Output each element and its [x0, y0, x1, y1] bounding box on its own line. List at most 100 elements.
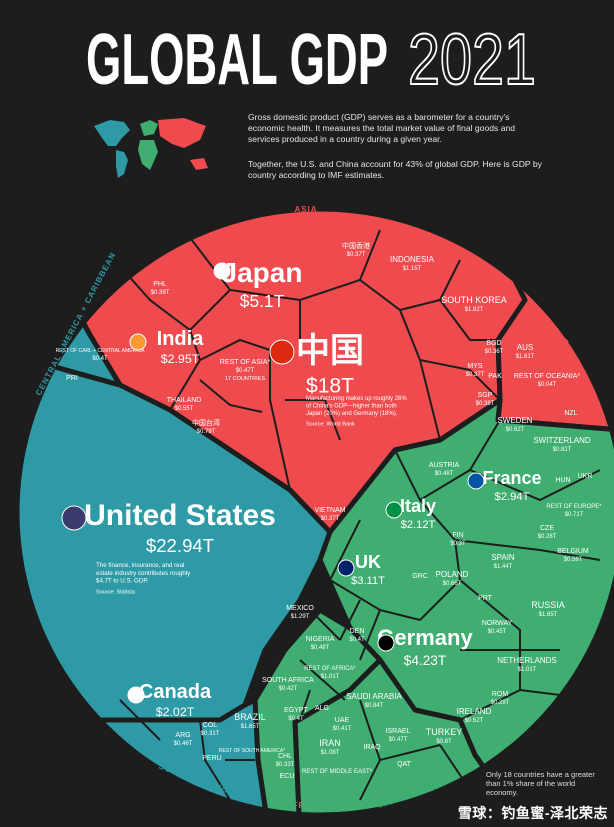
country-label-uk: UK [355, 552, 381, 572]
annotation-us: estate industry contributes roughly [96, 570, 191, 577]
country-label-sgp: SGP [478, 392, 493, 399]
country-label-rest-of-asia: REST OF ASIA* [220, 359, 271, 366]
country-label-israel: ISRAEL [386, 728, 411, 735]
country-value-label: $0.79T [197, 429, 216, 435]
country-label-italy: Italy [400, 496, 436, 516]
country-label-peru: PERU [202, 755, 221, 762]
country-label-thailand: THAILAND [167, 397, 202, 404]
country-label-alg: ALG [315, 705, 329, 712]
page-title: GLOBAL GDP 2021 [86, 19, 537, 98]
country-value-label: $0.37T [347, 252, 366, 258]
country-value-rest-of-africa: $1.01T [321, 674, 340, 680]
country-label-pri: PRI [66, 375, 78, 382]
country-label-brazil: BRAZIL [234, 712, 266, 722]
region-label-africa: AFRICA [286, 801, 322, 810]
country-value-cze: $0.28T [538, 534, 557, 540]
country-label-rest-of-carl-central-america: REST OF CARL + CENTRAL AMERICA [56, 348, 146, 354]
country-label-nzl: NZL [564, 410, 577, 417]
cell-border [299, 689, 311, 721]
country-label-bgd: BGD [486, 340, 501, 347]
region-label-asia: ASIA [294, 205, 317, 214]
cell-border [299, 659, 346, 701]
country-label-rest-of-oceania: REST OF OCEANIA* [514, 373, 581, 380]
country-label-prt: PRT [478, 595, 493, 602]
country-value-canada: $2.02T [156, 705, 195, 719]
country-label-uae: UAE [335, 717, 350, 724]
country-value-brazil: $1.65T [241, 724, 260, 730]
title-year: 2021 [408, 20, 536, 98]
country-label-netherlands: NETHERLANDS [497, 656, 557, 665]
cell-border [454, 539, 601, 561]
country-value-sweden: $0.62T [506, 427, 525, 433]
country-label-canada: Canada [139, 681, 212, 703]
annotation-us: $4.7T to U.S. GDP. [96, 578, 149, 585]
country-label-chl: CHL [278, 753, 292, 760]
country-label-fin: FIN [452, 532, 463, 539]
country-label-rest-of-europe: REST OF EUROPE* [546, 504, 602, 510]
country-label-russia: RUSSIA [531, 600, 565, 610]
country-label-sweden: SWEDEN [497, 416, 532, 425]
cell-border [119, 699, 161, 741]
country-value-indonesia: $1.15T [403, 266, 422, 272]
country-value-switzerland: $0.81T [553, 447, 572, 453]
country-value-sgp: $0.38T [476, 401, 495, 407]
country-label-ukr: UKR [578, 473, 593, 480]
cell-border [359, 609, 381, 661]
country-label-rest-of-south-america: REST OF SOUTH AMERICA* [219, 748, 285, 754]
country-value-vietnam: $0.37T [321, 516, 340, 522]
country-value-netherlands: $1.01T [518, 667, 537, 673]
country-value-aus: $1.61T [516, 354, 535, 360]
country-value-col: $0.31T [201, 731, 220, 737]
country-label-iran: IRAN [319, 738, 341, 748]
country-value-den: $0.4T [349, 637, 365, 643]
country-label-den: DEN [350, 628, 365, 635]
country-value-rest-of-oceania: $0.04T [538, 382, 557, 388]
country-label-france: France [482, 468, 541, 488]
annotation-china: Japan (20%) and Germany (18%). [306, 411, 398, 417]
country-label-switzerland: SWITZERLAND [533, 436, 591, 445]
country-value-mys: $0.37T [466, 372, 485, 378]
country-label-vietnam: VIETNAM [314, 507, 345, 514]
country-value-france: $2.94T [495, 491, 530, 503]
country-value-poland: $0.66T [443, 581, 462, 587]
country-label-mexico: MEXICO [286, 605, 314, 612]
cell-border [359, 259, 461, 312]
country-label-india: India [157, 328, 205, 350]
footnote: Only 18 countries have a greater than 1%… [486, 770, 595, 797]
region-oceania [495, 247, 614, 433]
country-value-uae: $0.41T [333, 726, 352, 732]
cell-border [419, 359, 501, 401]
country-value-rest-of-carl-central-america: $0.4T [92, 356, 108, 362]
country-value-belgium: $0.58T [564, 557, 583, 563]
country-value-arg: $0.46T [174, 741, 193, 747]
country-label-austria: AUSTRIA [429, 462, 460, 469]
country-label-cze: CZE [540, 525, 554, 532]
country-value-iran: $1.08T [321, 750, 340, 756]
country-label-label: 中国 [296, 332, 364, 370]
cell-border [419, 578, 521, 721]
country-label-saudi-arabia: SAUDI ARABIA [346, 692, 402, 701]
country-label-nigeria: NIGERIA [306, 636, 335, 643]
annotation-china: Manufacturing makes up roughly 26% [306, 396, 407, 402]
intro-text-2: Together, the U.S. and China account for… [248, 159, 542, 180]
country-value-south-africa: $0.42T [279, 686, 298, 692]
flag-italy-icon [385, 501, 403, 519]
cell-border [328, 519, 421, 621]
country-value-rest-of-europe: $0.71T [565, 512, 584, 518]
country-label-qat: QAT [397, 761, 412, 768]
country-value-chl: $0.33T [276, 762, 295, 768]
world-map-icon [94, 118, 208, 178]
flag-france-icon [467, 472, 485, 490]
country-value-norway: $0.45T [488, 629, 507, 635]
annotation-china: of China's GDP—higher than both [306, 404, 397, 410]
cell-border [469, 469, 601, 502]
cell-border [199, 719, 231, 801]
annotation-us-source: Source: Statista [96, 589, 136, 595]
country-value-saudi-arabia: $0.84T [365, 703, 384, 709]
country-label-norway: NORWAY [482, 620, 513, 627]
country-value-nigeria: $0.48T [311, 645, 330, 651]
flag-canada-icon [127, 686, 145, 704]
country-label-egypt: EGYPT [284, 707, 308, 714]
country-label-united-states: United States [84, 499, 276, 532]
